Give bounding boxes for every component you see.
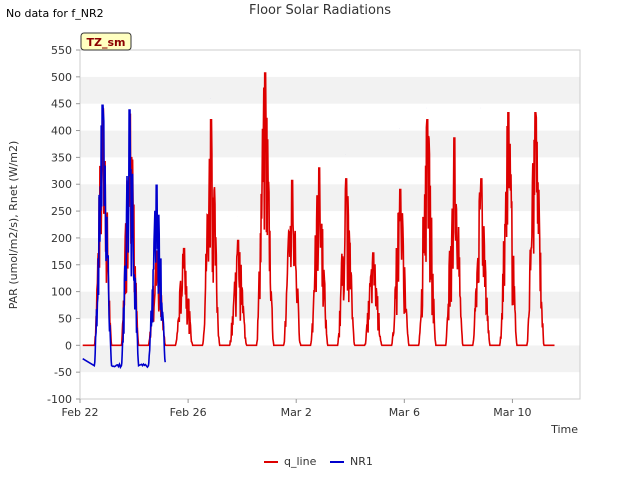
grid-band — [80, 318, 580, 346]
y-tick-label: 100 — [51, 286, 72, 299]
y-tick-label: 250 — [51, 205, 72, 218]
chart-title: Floor Solar Radiations — [249, 3, 391, 18]
y-tick-label: -100 — [47, 393, 72, 406]
x-axis: Feb 22 Feb 26 Mar 2 Mar 6 Mar 10 — [62, 399, 532, 419]
y-tick-label: 50 — [58, 312, 72, 325]
x-tick-label: Mar 2 — [281, 406, 312, 419]
grid-band — [80, 184, 580, 212]
x-tick-label: Feb 26 — [170, 406, 207, 419]
x-tick-label: Feb 22 — [62, 406, 99, 419]
y-axis: -100 -50 0 50 100 150 200 250 300 350 400 450 500 550 — [47, 44, 80, 406]
tz-label: TZ_sm — [87, 36, 126, 49]
series-line-nr1 — [82, 104, 166, 370]
grid-band — [80, 237, 580, 265]
grid-band — [80, 211, 580, 238]
x-tick-label: Mar 6 — [389, 406, 420, 419]
grid-band — [80, 76, 580, 104]
y-tick-label: -50 — [54, 366, 72, 379]
y-tick-label: 150 — [51, 259, 72, 272]
y-axis-label: PAR (umol/m2/s), Rnet (W/m2) — [7, 141, 20, 310]
grid-band — [80, 345, 580, 373]
grid-band — [80, 103, 580, 131]
series-line-q-line — [82, 72, 555, 347]
legend: q_line NR1 — [264, 455, 373, 468]
legend-label-nr1: NR1 — [350, 455, 373, 468]
y-tick-label: 450 — [51, 98, 72, 111]
plot-background-bands — [80, 50, 580, 399]
y-tick-label: 500 — [51, 71, 72, 84]
y-tick-label: 550 — [51, 44, 72, 57]
tz-badge: TZ_sm — [80, 32, 132, 51]
y-tick-label: 200 — [51, 232, 72, 245]
y-tick-label: 300 — [51, 178, 72, 191]
series-lines — [82, 72, 555, 370]
plot-frame — [79, 49, 581, 400]
x-axis-label: Time — [550, 423, 578, 436]
grid-band — [80, 264, 580, 292]
y-tick-label: 0 — [65, 339, 72, 352]
grid-band — [80, 372, 580, 399]
y-tick-label: 400 — [51, 125, 72, 138]
grid-band — [80, 130, 580, 158]
legend-label-q-line: q_line — [284, 455, 317, 468]
no-data-note: No data for f_NR2 — [6, 7, 104, 20]
y-tick-label: 350 — [51, 151, 72, 164]
grid-band — [80, 50, 580, 77]
grid-band — [80, 157, 580, 185]
x-tick-label: Mar 10 — [493, 406, 531, 419]
